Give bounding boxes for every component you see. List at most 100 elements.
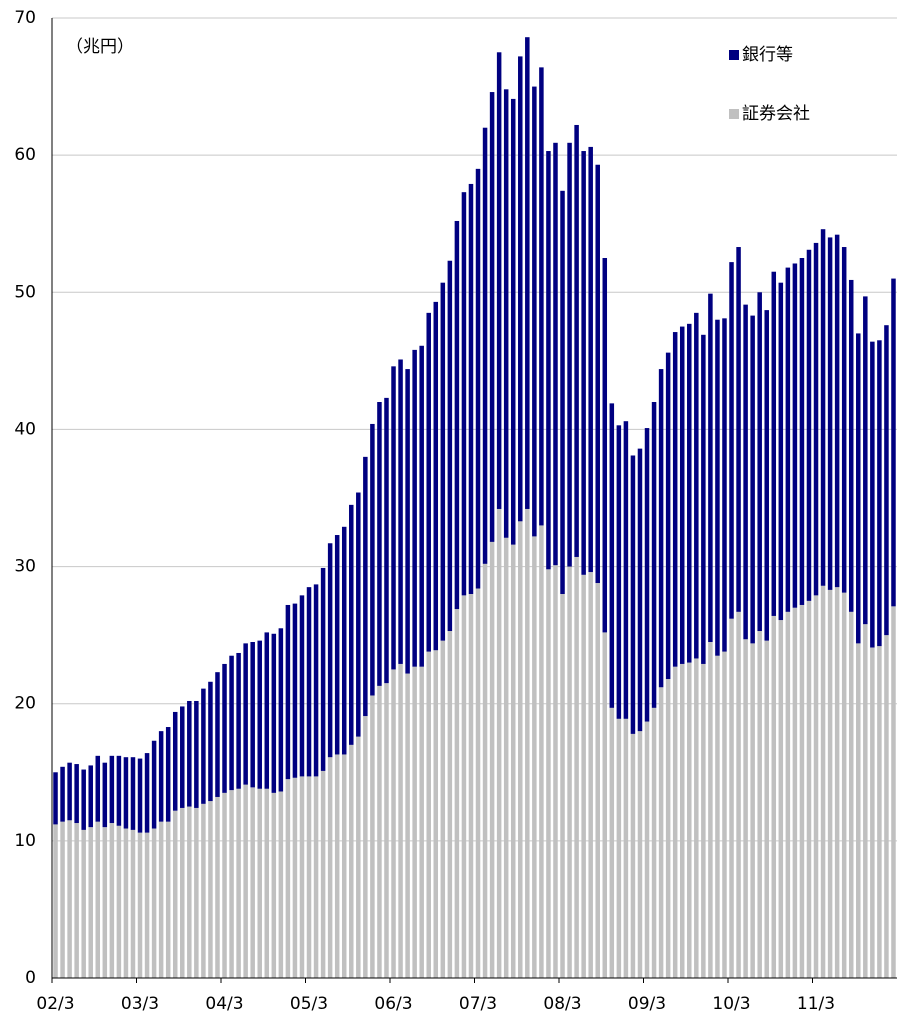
bar-segment <box>151 740 157 829</box>
bar-segment <box>405 369 410 674</box>
bar-segment <box>475 168 481 589</box>
bar-segment <box>109 823 115 978</box>
bar-segment <box>426 651 431 978</box>
bar-segment <box>215 672 220 797</box>
bar-segment <box>841 247 847 593</box>
bar-segment <box>222 663 227 793</box>
bar-segment <box>827 237 833 590</box>
bar-segment <box>194 700 199 808</box>
bar-segment <box>250 787 255 978</box>
bar-segment <box>60 766 65 822</box>
bar-segment <box>496 52 502 509</box>
bar-segment <box>503 89 509 538</box>
bar-segment <box>764 640 769 978</box>
bar-segment <box>356 492 361 737</box>
bar-segment <box>722 318 727 652</box>
bar-segment <box>468 594 474 978</box>
bar-segment <box>377 402 382 686</box>
bar-segment <box>130 829 136 978</box>
x-tick-label: 06/3 <box>374 994 412 1014</box>
bar-segment <box>341 526 347 755</box>
bar-segment <box>440 282 446 641</box>
bar-segment <box>137 832 143 978</box>
bar-segment <box>398 663 403 978</box>
bar-segment <box>630 733 636 978</box>
bar-segment <box>856 333 861 644</box>
bar-segment <box>201 803 206 978</box>
bar-segment <box>468 183 474 594</box>
bar-segment <box>313 584 319 777</box>
bar-segment <box>67 820 72 978</box>
bar-segment <box>708 642 713 978</box>
bar-segment <box>792 263 798 608</box>
bar-segment <box>602 632 608 978</box>
bar-segment <box>208 681 213 802</box>
bar-segment <box>658 687 664 978</box>
bar-segment <box>264 632 270 789</box>
bar-segment <box>630 455 636 734</box>
bar-segment <box>461 192 467 596</box>
bar-segment <box>672 666 678 978</box>
bar-segment <box>264 788 270 978</box>
bar-segment <box>454 220 460 610</box>
bar-segment <box>236 652 241 789</box>
bar-segment <box>243 643 248 785</box>
bar-segment <box>201 688 206 804</box>
bar-segment <box>870 341 875 648</box>
bar-segment <box>764 310 769 641</box>
bar-segment <box>848 611 854 978</box>
bar-segment <box>792 607 798 978</box>
bar-segment <box>532 536 537 978</box>
bar-segment <box>180 807 185 978</box>
bar-segment <box>271 633 277 793</box>
bar-segment <box>743 304 748 640</box>
bar-segment <box>299 595 305 777</box>
bar-segment <box>518 521 523 978</box>
bar-segment <box>81 829 86 978</box>
bar-segment <box>405 673 410 978</box>
bar-segment <box>475 588 481 978</box>
bar-segment <box>609 403 615 708</box>
bar-segment <box>806 600 812 978</box>
bar-segment <box>341 754 347 978</box>
bar-segment <box>778 282 784 621</box>
bar-segment <box>701 334 706 664</box>
bar-segment <box>834 587 840 978</box>
bar-segment <box>701 663 706 978</box>
bar-segment <box>391 669 396 978</box>
bar-segment <box>510 544 516 978</box>
bar-segment <box>384 683 389 978</box>
bar-segment <box>433 301 439 651</box>
bar-segment <box>102 827 108 978</box>
bar-segment <box>665 352 671 680</box>
bar-segment <box>454 609 460 978</box>
bar-segment <box>349 504 354 745</box>
bar-segment <box>546 151 551 570</box>
bar-segment <box>292 603 298 778</box>
bar-segment <box>729 262 734 619</box>
y-tick-label: 70 <box>14 8 36 28</box>
bar-segment <box>891 278 896 607</box>
bar-segment <box>412 349 417 667</box>
bar-segment <box>841 592 847 978</box>
bar-segment <box>616 425 622 719</box>
legend-swatch <box>729 109 739 119</box>
unit-label: （兆円） <box>66 37 134 57</box>
bar-segment <box>433 650 439 978</box>
x-tick-label: 08/3 <box>543 994 581 1014</box>
x-tick-label: 03/3 <box>121 994 159 1014</box>
bar-segment <box>567 142 572 567</box>
bar-segment <box>257 640 262 789</box>
bar-segment <box>419 666 424 978</box>
bar-segment <box>81 769 86 830</box>
bar-segment <box>806 249 812 601</box>
bar-segment <box>370 695 375 978</box>
bar-segment <box>560 594 565 978</box>
bar-segment <box>440 640 446 978</box>
bar-segment <box>884 325 889 636</box>
bar-segment <box>489 541 495 978</box>
bar-segment <box>151 828 157 978</box>
bar-segment <box>349 744 354 978</box>
bar-segment <box>813 595 819 978</box>
